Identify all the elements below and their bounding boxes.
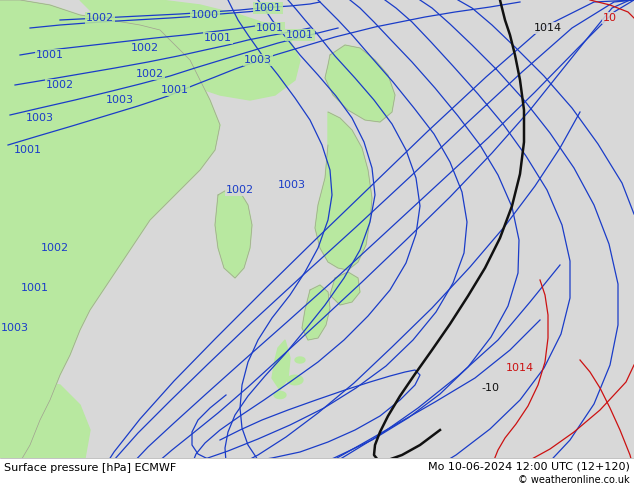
- Text: 1002: 1002: [136, 69, 164, 79]
- Polygon shape: [0, 380, 90, 490]
- Polygon shape: [0, 0, 220, 490]
- Text: Surface pressure [hPa] ECMWF: Surface pressure [hPa] ECMWF: [4, 463, 176, 473]
- Text: 1001: 1001: [161, 85, 189, 95]
- Text: 1002: 1002: [131, 43, 159, 53]
- Polygon shape: [302, 285, 330, 340]
- Text: 1003: 1003: [106, 95, 134, 105]
- Polygon shape: [330, 272, 360, 305]
- Polygon shape: [287, 375, 303, 385]
- Text: 1002: 1002: [41, 243, 69, 253]
- Text: 1014: 1014: [506, 363, 534, 373]
- Text: 10: 10: [603, 13, 617, 23]
- Polygon shape: [215, 188, 252, 278]
- Text: 1000: 1000: [191, 10, 219, 20]
- Bar: [0, 458, 634, 490]
- Text: 1001: 1001: [256, 23, 284, 33]
- Text: Mo 10-06-2024 12:00 UTC (12+120): Mo 10-06-2024 12:00 UTC (12+120): [428, 461, 630, 471]
- Text: 1001: 1001: [254, 3, 282, 13]
- Text: 1002: 1002: [46, 80, 74, 90]
- Polygon shape: [274, 392, 286, 398]
- Polygon shape: [315, 112, 372, 270]
- Text: 1014: 1014: [534, 23, 562, 33]
- Polygon shape: [325, 45, 395, 122]
- Text: 1001: 1001: [204, 33, 232, 43]
- Text: -10: -10: [481, 383, 499, 393]
- Text: 1001: 1001: [36, 50, 64, 60]
- Polygon shape: [295, 357, 305, 363]
- Polygon shape: [272, 340, 290, 390]
- Text: 1003: 1003: [26, 113, 54, 123]
- Text: 1003: 1003: [278, 180, 306, 190]
- Polygon shape: [80, 0, 300, 100]
- Text: 1002: 1002: [226, 185, 254, 195]
- Text: 1001: 1001: [14, 145, 42, 155]
- Text: 1003: 1003: [1, 323, 29, 333]
- Text: 1002: 1002: [86, 13, 114, 23]
- Text: 1003: 1003: [244, 55, 272, 65]
- Text: 1001: 1001: [286, 30, 314, 40]
- Text: 1001: 1001: [21, 283, 49, 293]
- Text: © weatheronline.co.uk: © weatheronline.co.uk: [519, 475, 630, 485]
